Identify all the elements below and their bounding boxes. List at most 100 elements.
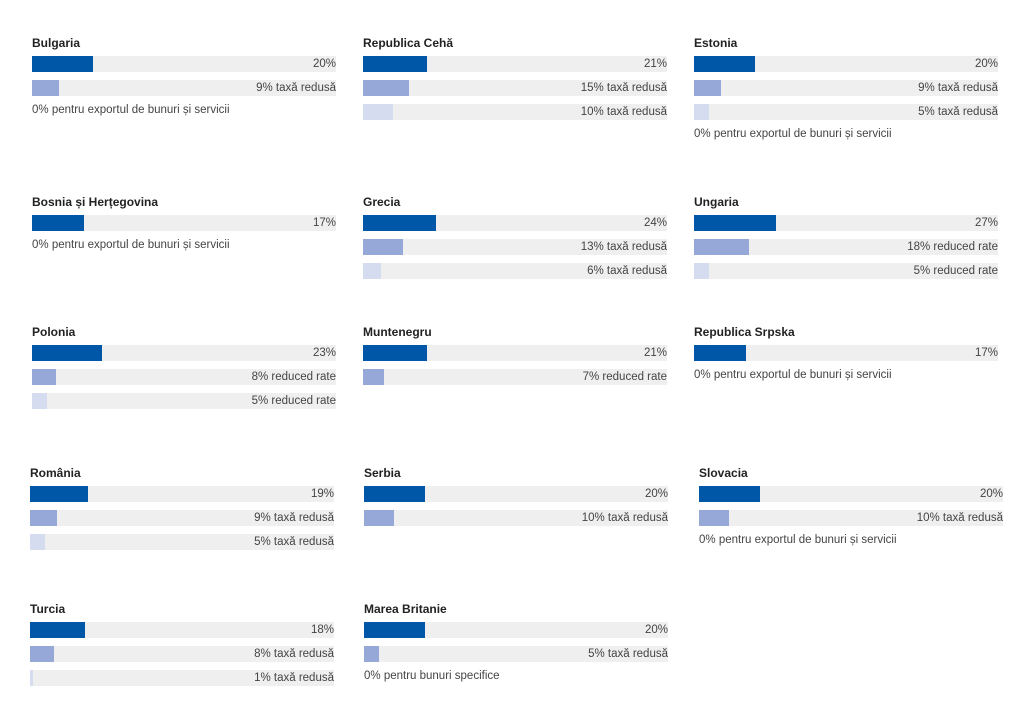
rate-label: 24% — [643, 217, 667, 229]
rate-bar — [699, 486, 760, 502]
rate-bar — [364, 486, 425, 502]
rate-label: 20% — [644, 624, 668, 636]
rate-bar-track: 5% taxă redusă — [364, 646, 668, 662]
rate-label: 20% — [974, 58, 998, 70]
country-name: Marea Britanie — [364, 602, 447, 616]
rate-bar-track: 23% — [32, 345, 336, 361]
rate-bar — [699, 510, 730, 526]
rate-label: 5% reduced rate — [913, 265, 998, 277]
rate-bar — [364, 646, 380, 662]
country-card: Slovacia 20% 10% taxă redusă 0% pentru expo… — [699, 466, 1003, 548]
rate-bar — [363, 345, 427, 361]
rate-bar-track: 20% — [32, 56, 336, 72]
country-name: Estonia — [694, 36, 738, 50]
rate-label: 20% — [312, 58, 336, 70]
rate-label: 10% taxă redusă — [916, 512, 1003, 524]
rate-label: 5% taxă redusă — [918, 106, 998, 118]
rate-label: 21% — [643, 347, 667, 359]
rate-label: 1% taxă redusă — [254, 672, 334, 684]
rate-bar-track: 8% taxă redusă — [30, 646, 334, 662]
rate-label: 20% — [644, 488, 668, 500]
rate-label: 23% — [312, 347, 336, 359]
rate-label: 5% taxă redusă — [588, 648, 668, 660]
country-name: Grecia — [363, 195, 401, 209]
rate-label: 7% reduced rate — [582, 371, 667, 383]
rate-bar-track: 21% — [363, 56, 667, 72]
rate-bar-track: 5% reduced rate — [694, 263, 998, 279]
rate-bar — [32, 369, 57, 385]
rate-label: 10% taxă redusă — [581, 512, 668, 524]
country-name: Polonia — [32, 325, 76, 339]
rate-label: 8% reduced rate — [251, 371, 336, 383]
country-name: Muntenegru — [363, 325, 432, 339]
country-name: România — [30, 466, 81, 480]
country-card: Marea Britanie 20% 5% taxă redusă 0% pentru… — [364, 602, 668, 684]
rate-bar-track: 21% — [363, 345, 667, 361]
country-card: Serbia 20% 10% taxă redusă — [364, 466, 668, 526]
country-card: Turcia 18% 8% taxă redusă 1% taxă redusă — [30, 602, 334, 686]
rate-bar-track: 20% — [694, 56, 998, 72]
rate-label: 20% — [979, 488, 1003, 500]
country-card: Polonia 23% 8% reduced rate 5% reduced rate — [32, 325, 336, 409]
rate-label: 18% — [310, 624, 334, 636]
rate-label: 17% — [312, 217, 336, 229]
rate-bar-track: 10% taxă redusă — [363, 104, 667, 120]
country-card: Estonia 20% 9% taxă redusă 5% taxă redusă 0%… — [694, 36, 998, 142]
rate-bar-track: 6% taxă redusă — [363, 263, 667, 279]
rate-bar-track: 17% — [32, 215, 336, 231]
rate-bar — [32, 345, 102, 361]
rate-bar — [694, 345, 746, 361]
rate-bar-track: 9% taxă redusă — [30, 510, 334, 526]
rate-bar-track: 9% taxă redusă — [694, 80, 998, 96]
rate-bar — [363, 104, 394, 120]
rate-bar-track: 20% — [364, 486, 668, 502]
rate-label: 19% — [310, 488, 334, 500]
rate-label: 27% — [974, 217, 998, 229]
country-card: Republica Cehă 21% 15% taxă redusă 10% taxă… — [363, 36, 667, 120]
rate-label: 18% reduced rate — [907, 241, 998, 253]
rate-bar-track: 17% — [694, 345, 998, 361]
country-note: 0% pentru exportul de bunuri și servicii — [699, 534, 897, 546]
rate-label: 9% taxă redusă — [918, 82, 998, 94]
rate-bar — [694, 56, 755, 72]
country-card: Grecia 24% 13% taxă redusă 6% taxă redusă — [363, 195, 667, 279]
rate-label: 15% taxă redusă — [580, 82, 667, 94]
country-name: Bosnia și Herțegovina — [32, 195, 159, 209]
rate-bar — [32, 80, 60, 96]
rate-bar-track: 5% reduced rate — [32, 393, 336, 409]
country-name: Ungaria — [694, 195, 739, 209]
country-name: Republica Cehă — [363, 36, 454, 50]
rate-label: 9% taxă redusă — [254, 512, 334, 524]
rate-bar-track: 20% — [699, 486, 1003, 502]
country-name: Serbia — [364, 466, 401, 480]
rate-label: 5% taxă redusă — [254, 536, 334, 548]
rate-bar — [694, 239, 749, 255]
rate-bar — [364, 510, 395, 526]
rate-bar-track: 10% taxă redusă — [364, 510, 668, 526]
rate-bar-track: 8% reduced rate — [32, 369, 336, 385]
rate-bar — [363, 239, 403, 255]
rate-bar-track: 13% taxă redusă — [363, 239, 667, 255]
rate-bar — [694, 263, 710, 279]
rate-bar-track: 7% reduced rate — [363, 369, 667, 385]
rate-label: 13% taxă redusă — [580, 241, 667, 253]
country-card: Ungaria 27% 18% reduced rate 5% reduced rat… — [694, 195, 998, 279]
rate-bar — [363, 56, 427, 72]
country-card: Bulgaria 20% 9% taxă redusă 0% pentru expor… — [32, 36, 336, 118]
rate-label: 5% reduced rate — [251, 395, 336, 407]
rate-bar — [694, 215, 777, 231]
country-name: Bulgaria — [32, 36, 81, 50]
country-card: Republica Srpska 17% 0% pentru exportul de… — [694, 325, 998, 383]
rate-bar-track: 18% — [30, 622, 334, 638]
country-card: Muntenegru 21% 7% reduced rate — [363, 325, 667, 385]
rate-bar — [32, 393, 48, 409]
rate-bar-track: 9% taxă redusă — [32, 80, 336, 96]
rate-bar — [32, 215, 84, 231]
rate-bar — [30, 622, 85, 638]
country-name: Slovacia — [699, 466, 748, 480]
rate-bar-track: 5% taxă redusă — [30, 534, 334, 550]
rate-bar — [364, 622, 425, 638]
rate-bar — [363, 215, 436, 231]
country-card: Bosnia și Herțegovina 17% 0% pentru export… — [32, 195, 336, 253]
